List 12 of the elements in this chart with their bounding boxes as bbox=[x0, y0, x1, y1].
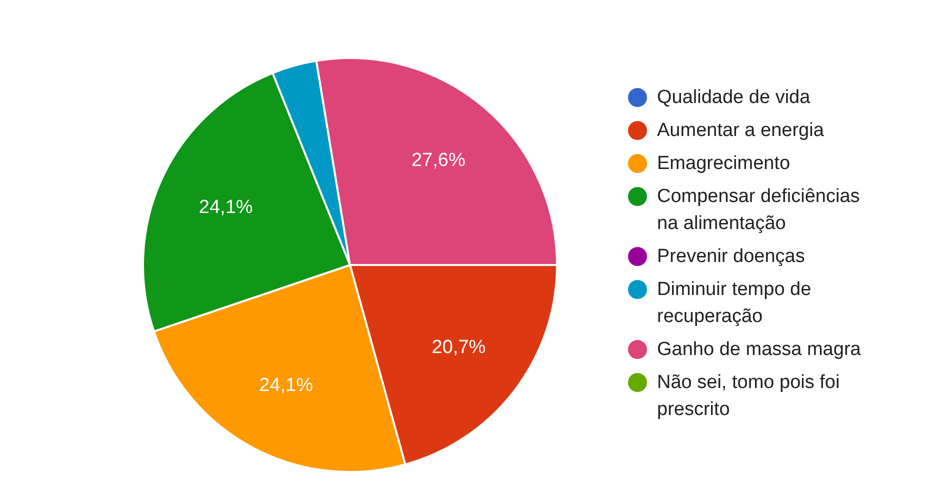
legend-label: Qualidade de vida bbox=[657, 86, 812, 110]
data-label: 24,1% bbox=[198, 197, 253, 218]
legend-label: Prevenir doenças bbox=[657, 245, 806, 269]
legend-label: Ganho de massa magra bbox=[657, 338, 862, 362]
legend-label: Aumentar a energia bbox=[657, 119, 825, 143]
data-label: 20,7% bbox=[432, 336, 486, 358]
legend-label: Não sei, tomo pois foi prescrito bbox=[657, 371, 841, 422]
data-label: 24,1% bbox=[259, 374, 314, 396]
legend-label: Compensar deficiências na alimentação bbox=[657, 185, 861, 236]
legend-label: Emagrecimento bbox=[657, 152, 792, 176]
data-label: 27,6% bbox=[411, 150, 466, 172]
legend-label: Diminuir tempo de recuperação bbox=[657, 278, 812, 329]
